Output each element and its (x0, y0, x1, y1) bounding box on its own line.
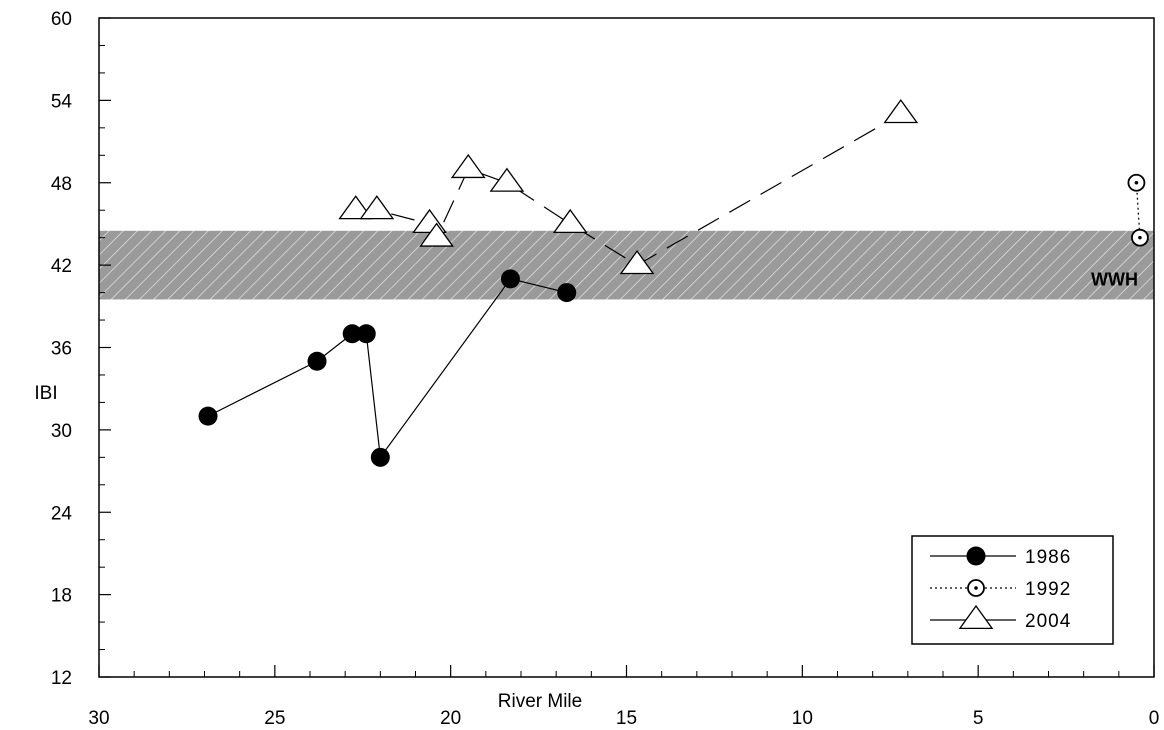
legend-label-1992: 1992 (1025, 579, 1071, 600)
legend-box (911, 535, 1114, 645)
x-tick-label: 10 (792, 708, 813, 729)
wwh-band-label: WWH (1091, 269, 1138, 289)
y-tick-label: 42 (51, 256, 72, 277)
legend-marker-1986 (966, 546, 986, 566)
data-point-1986 (557, 283, 577, 303)
legend-marker-2004 (958, 604, 994, 630)
axis-ticks: 12 18 24 30 36 42 48 54 60 30 25 20 15 10 5 0 (51, 9, 1159, 729)
data-point-1986 (356, 324, 376, 344)
data-point-1986 (342, 324, 362, 344)
legend-label-1986: 1986 (1025, 547, 1071, 568)
x-tick-label: 15 (616, 708, 637, 729)
data-point-1992-dot (1134, 180, 1139, 185)
data-point-1992 (1127, 173, 1146, 192)
y-tick-label: 36 (51, 339, 72, 360)
x-tick-label: 0 (1149, 708, 1160, 729)
series-line-1992 (1135, 182, 1141, 238)
data-point-2004 (883, 98, 919, 124)
legend-marker-1992-dot (974, 586, 978, 590)
x-tick-label: 5 (973, 708, 984, 729)
y-tick-label: 12 (51, 668, 72, 689)
y-tick-label: 18 (51, 586, 72, 607)
data-point-2004 (552, 208, 588, 233)
legend-marker-1992 (967, 579, 985, 597)
data-point-2004 (619, 250, 655, 275)
data-point-1986 (307, 351, 327, 371)
x-tick-label: 25 (264, 708, 285, 729)
series-2004 (338, 98, 919, 275)
series-1992 (1127, 173, 1149, 247)
legend-label-2004: 2004 (1025, 611, 1071, 632)
data-point-2004 (338, 195, 374, 220)
data-point-2004 (359, 195, 395, 220)
x-axis-title: River Mile (498, 691, 582, 712)
y-tick-label: 30 (51, 421, 72, 442)
data-point-2004 (489, 167, 525, 192)
data-point-2004 (419, 222, 454, 247)
y-tick-label: 48 (51, 174, 72, 195)
x-tick-label: 30 (88, 708, 109, 729)
data-point-1986 (500, 269, 520, 289)
data-point-1986 (370, 447, 390, 467)
series-line-1986 (207, 278, 567, 459)
data-point-1992 (1131, 228, 1149, 247)
series-1986 (198, 269, 577, 467)
y-tick-label: 60 (51, 9, 72, 30)
y-axis-title: IBI (34, 383, 57, 404)
data-point-1992-dot (1138, 235, 1142, 240)
data-series (198, 98, 1149, 467)
data-point-2004 (450, 153, 486, 179)
legend: 1986 1992 2004 (911, 535, 1114, 645)
y-tick-label: 54 (51, 91, 73, 112)
data-point-1986 (198, 406, 218, 426)
x-tick-label: 20 (440, 708, 461, 729)
y-tick-label: 24 (51, 503, 73, 524)
